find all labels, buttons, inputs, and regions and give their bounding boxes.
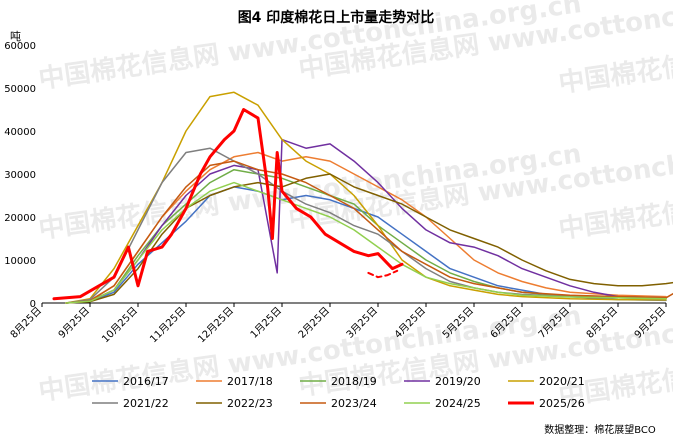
series-line-2024-25 xyxy=(65,181,667,304)
x-tick-label: 10月25日 xyxy=(99,305,140,346)
y-tick-label: 60000 xyxy=(4,41,36,52)
series-line-2023-24 xyxy=(65,160,673,304)
legend-label: 2025/26 xyxy=(539,397,585,410)
x-tick-label: 2月25日 xyxy=(296,305,332,341)
y-tick-label: 0 xyxy=(30,299,36,310)
legend-label: 2021/22 xyxy=(123,397,169,410)
axes xyxy=(41,302,667,307)
legend-label: 2020/21 xyxy=(539,375,585,388)
legend-label: 2018/19 xyxy=(331,375,377,388)
legend-label: 2022/23 xyxy=(227,397,273,410)
legend-label: 2024/25 xyxy=(435,397,481,410)
series-line-dashed-projection xyxy=(367,269,399,279)
x-tick-label: 1月25日 xyxy=(248,305,284,341)
series-line-2016-17 xyxy=(65,186,667,304)
y-tick-label: 50000 xyxy=(4,84,36,95)
x-tick-label: 12月25日 xyxy=(195,305,236,346)
series-line-2019-20 xyxy=(65,138,667,304)
legend-label: 2016/17 xyxy=(123,375,169,388)
y-tick-labels: 0 10000 20000 30000 40000 50000 60000 xyxy=(4,41,36,310)
series-line-2025-26 xyxy=(52,108,404,301)
source-note: 数据整理：棉花展望BCO xyxy=(544,423,656,436)
x-tick-label: 8月25日 xyxy=(8,305,44,341)
legend-label: 2017/18 xyxy=(227,375,273,388)
y-tick-label: 30000 xyxy=(4,170,36,181)
y-axis-label: 吨 xyxy=(10,30,21,43)
series-line-2022-23 xyxy=(65,173,673,304)
legend: 2016/17 2017/18 2018/19 2019/20 2020/21 2021/… xyxy=(92,375,585,410)
x-tick-label: 9月25日 xyxy=(56,305,92,341)
y-tick-label: 40000 xyxy=(4,127,36,138)
legend-label: 2023/24 xyxy=(331,397,377,410)
y-tick-label: 10000 xyxy=(4,256,36,267)
legend-label: 2019/20 xyxy=(435,375,481,388)
series-layer xyxy=(52,91,673,304)
x-tick-label: 11月25日 xyxy=(147,305,188,346)
y-tick-label: 20000 xyxy=(4,213,36,224)
chart-title: 图4 印度棉花日上市量走势对比 xyxy=(238,9,435,26)
